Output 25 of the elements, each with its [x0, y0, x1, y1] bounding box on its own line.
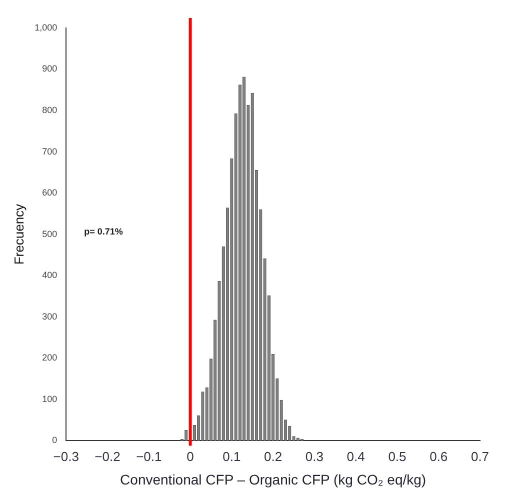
y-tick-label: 600 — [42, 188, 58, 198]
y-tick-label: 500 — [42, 228, 58, 239]
y-tick-label: 800 — [42, 105, 58, 116]
y-axis-title: Frecuency — [11, 203, 26, 265]
y-tick-label: 900 — [42, 64, 58, 74]
x-tick-label: 0.3 — [305, 448, 324, 464]
y-tick-label: 100 — [42, 394, 58, 404]
y-tick-label: 300 — [42, 311, 58, 322]
x-tick-label: 0.5 — [388, 448, 406, 464]
x-tick-label: −0.3 — [53, 448, 79, 464]
x-tick-label: 0.1 — [222, 448, 241, 464]
x-tick-label: 0.2 — [264, 448, 282, 464]
x-tick-label: 0.7 — [470, 448, 490, 464]
annotation: p= 0.71% — [84, 226, 123, 236]
x-tick-label: 0 — [186, 448, 194, 464]
y-tick-label: 1,000 — [34, 22, 58, 32]
x-tick-label: −0.2 — [94, 448, 120, 464]
y-tick-label: 700 — [42, 146, 58, 156]
x-tick-label: −0.1 — [136, 448, 162, 464]
y-tick-label: 0 — [52, 435, 58, 446]
x-tick-label: 0.4 — [346, 448, 365, 464]
x-tick-label: 0.6 — [430, 448, 448, 464]
x-axis-title: Conventional CFP – Organic CFP (kg CO₂ eq/kg) — [120, 471, 426, 488]
y-tick-label: 200 — [42, 352, 58, 363]
y-tick-label: 400 — [42, 270, 58, 280]
